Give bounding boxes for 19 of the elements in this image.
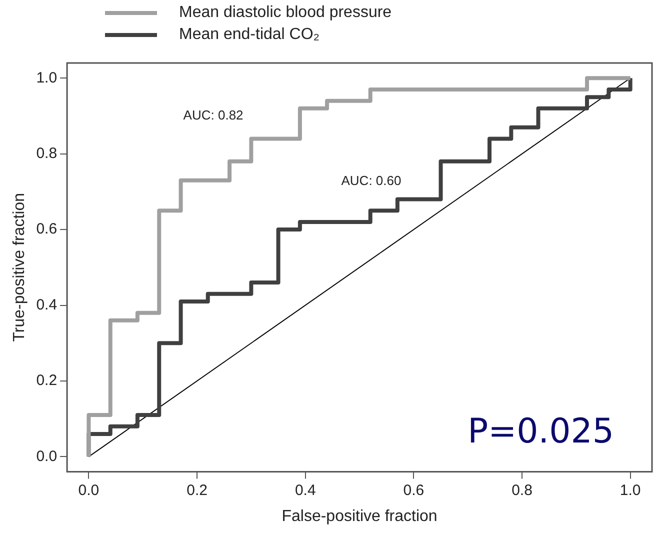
legend-label: Mean diastolic blood pressure — [179, 4, 392, 22]
y-tick-label: 0.8 — [36, 144, 58, 162]
annotation: P=0.025 — [468, 412, 614, 452]
y-tick-label: 0.4 — [36, 296, 58, 314]
annotation: AUC: 0.60 — [341, 173, 402, 188]
y-axis-title: True-positive fraction — [11, 193, 28, 342]
y-tick-label: 0.2 — [36, 372, 58, 390]
x-tick-label: 1.0 — [620, 482, 641, 499]
annotation: AUC: 0.82 — [183, 108, 244, 123]
legend-label: Mean end-tidal CO₂ — [179, 26, 320, 44]
x-tick-label: 0.2 — [186, 482, 208, 499]
x-tick-label: 0.4 — [294, 482, 316, 499]
x-tick-label: 0.0 — [78, 482, 100, 499]
x-axis-title: False-positive fraction — [282, 508, 438, 525]
x-tick-label: 0.6 — [403, 482, 424, 499]
x-tick-label: 0.8 — [512, 482, 532, 499]
y-tick-label: 0.0 — [36, 448, 58, 465]
y-tick-label: 0.6 — [36, 220, 58, 238]
y-tick-label: 1.0 — [36, 69, 58, 86]
